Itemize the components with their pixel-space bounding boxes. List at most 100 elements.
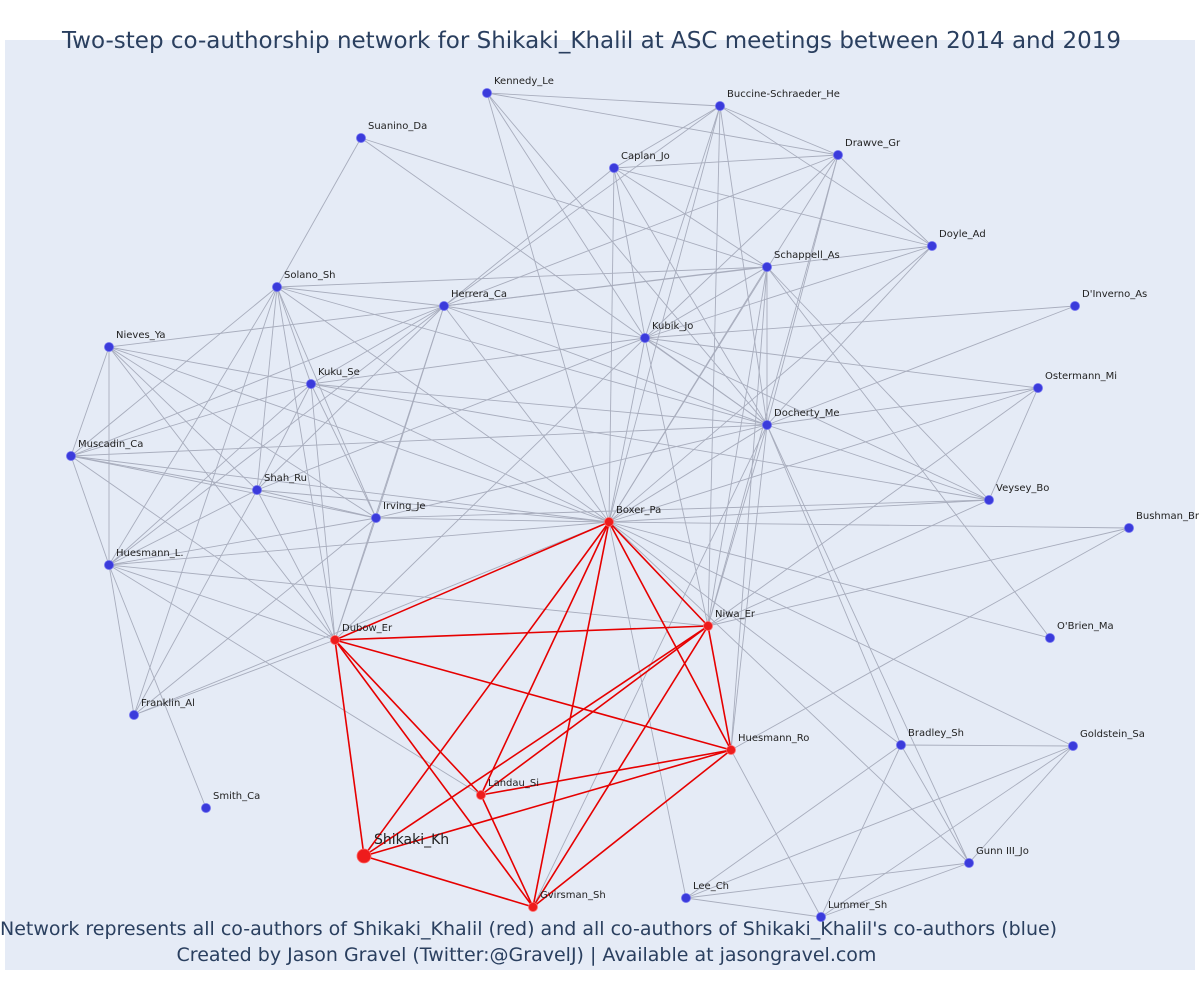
node-label-doyle-ad: Doyle_Ad (939, 229, 986, 240)
node-herrera-ca[interactable] (439, 301, 449, 311)
secondary-edge-irving-je-veysey-bo (375, 499, 990, 519)
secondary-edge-huesmann-l-smith-ca (108, 564, 207, 809)
node-franklin-al[interactable] (129, 710, 139, 720)
node-irving-je[interactable] (371, 513, 381, 523)
secondary-edge-docherty-me-irving-je (375, 424, 768, 519)
node-label-herrera-ca: Herrera_Ca (451, 289, 507, 300)
node-huesmann-ro[interactable] (726, 745, 736, 755)
secondary-edge-docherty-me-muscadin-ca (70, 424, 768, 457)
secondary-edge-dubow-er-nieves-ya (108, 346, 336, 641)
secondary-edge-dubow-er-solano-sh (276, 286, 336, 641)
node-suanino-da[interactable] (356, 133, 366, 143)
secondary-edge-boxer-pa-kubik-jo (608, 337, 646, 523)
secondary-edge-caplan-jo-herrera-ca (443, 167, 615, 307)
node-label-landau-si: Landau_Si (488, 778, 539, 789)
secondary-edge-shah-ru-huesmann-l (108, 489, 258, 566)
secondary-edge-bradley-sh-gunn-iii-jo (900, 744, 970, 864)
node-bradley-sh[interactable] (896, 740, 906, 750)
plot-background (5, 40, 1195, 970)
direct-edge-dubow-er-landau-si (334, 639, 482, 796)
node-label-dubow-er: Dubow_Er (342, 623, 393, 634)
node-kuku-se[interactable] (306, 379, 316, 389)
secondary-edge-dubow-er-kuku-se (310, 383, 336, 641)
node-label-kuku-se: Kuku_Se (318, 367, 360, 378)
direct-edge-boxer-pa-gvirsman-sh (532, 521, 610, 908)
secondary-edge-dubow-er-kubik-jo (334, 337, 646, 641)
node-dubow-er[interactable] (330, 635, 340, 645)
secondary-edge-solano-sh-kuku-se (276, 286, 312, 385)
secondary-edge-lee-ch-lummer-sh (685, 897, 822, 918)
node-doyle-ad[interactable] (927, 241, 937, 251)
node-niwa-er[interactable] (703, 621, 713, 631)
node-drawve-gr[interactable] (833, 150, 843, 160)
node-lee-ch[interactable] (681, 893, 691, 903)
direct-edge-boxer-pa-huesmann-ro (608, 521, 732, 751)
node-huesmann-l[interactable] (104, 560, 114, 570)
secondary-edge-boxer-pa-goldstein-sa (608, 521, 1074, 747)
secondary-edge-herrera-ca-docherty-me (443, 305, 768, 426)
direct-edge-dubow-er-gvirsman-sh (334, 639, 534, 908)
node-muscadin-ca[interactable] (66, 451, 76, 461)
node-docherty-me[interactable] (762, 420, 772, 430)
secondary-edge-niwa-er-huesmann-l (108, 564, 709, 627)
node-buccine-schraeder-he[interactable] (715, 101, 725, 111)
node-label-huesmann-ro: Huesmann_Ro (738, 733, 809, 744)
direct-edge-huesmann-ro-gvirsman-sh (532, 749, 732, 908)
secondary-edge-kennedy-le-buccine-schraeder-he (486, 92, 721, 107)
node-gunn-iii-jo[interactable] (964, 858, 974, 868)
node-boxer-pa[interactable] (604, 517, 614, 527)
secondary-edge-solano-sh-docherty-me (276, 286, 768, 426)
node-goldstein-sa[interactable] (1068, 741, 1078, 751)
secondary-edge-niwa-er-buccine-schraeder-he (707, 105, 721, 627)
direct-edge-shikaki-kh-dubow-er (334, 639, 365, 857)
secondary-edge-schappell-as-o-brien-ma (766, 266, 1051, 639)
node-kubik-jo[interactable] (640, 333, 650, 343)
secondary-edge-buccine-schraeder-he-caplan-jo (613, 105, 721, 169)
node-caplan-jo[interactable] (609, 163, 619, 173)
secondary-edge-drawve-gr-herrera-ca (443, 154, 839, 307)
secondary-edge-ostermann-mi-veysey-bo (988, 387, 1039, 501)
secondary-edge-boxer-pa-o-brien-ma (608, 521, 1051, 639)
node-gvirsman-sh[interactable] (528, 902, 538, 912)
secondary-edge-dubow-er-huesmann-l (108, 564, 336, 641)
node-bushman-br[interactable] (1124, 523, 1134, 533)
node-d-inverno-as[interactable] (1070, 301, 1080, 311)
direct-edge-shikaki-kh-niwa-er (363, 625, 709, 857)
node-nieves-ya[interactable] (104, 342, 114, 352)
node-solano-sh[interactable] (272, 282, 282, 292)
direct-edge-niwa-er-gvirsman-sh (532, 625, 709, 908)
node-shah-ru[interactable] (252, 485, 262, 495)
node-smith-ca[interactable] (201, 803, 211, 813)
node-kennedy-le[interactable] (482, 88, 492, 98)
secondary-edge-irving-je-franklin-al (133, 517, 377, 716)
secondary-edge-irving-je-huesmann-l (108, 517, 377, 566)
node-ostermann-mi[interactable] (1033, 383, 1043, 393)
node-label-huesmann-l: Huesmann_L. (116, 548, 184, 559)
node-label-smith-ca: Smith_Ca (213, 791, 260, 802)
secondary-edge-caplan-jo-docherty-me (613, 167, 768, 426)
secondary-edge-boxer-pa-huesmann-l (108, 521, 610, 566)
node-veysey-bo[interactable] (984, 495, 994, 505)
secondary-edge-shah-ru-irving-je (256, 489, 377, 519)
secondary-edge-niwa-er-kubik-jo (644, 337, 709, 627)
node-schappell-as[interactable] (762, 262, 772, 272)
secondary-edge-kennedy-le-drawve-gr (486, 92, 839, 156)
direct-edge-boxer-pa-niwa-er (608, 521, 709, 627)
labels-layer: Kennedy_Le Buccine-Schraeder_He Suanino_Da… (78, 76, 1200, 911)
secondary-edge-herrera-ca-kuku-se (310, 305, 445, 385)
node-label-kennedy-le: Kennedy_Le (494, 76, 554, 87)
node-o-brien-ma[interactable] (1045, 633, 1055, 643)
secondary-edge-boxer-pa-doyle-ad (608, 245, 933, 523)
secondary-edge-muscadin-ca-irving-je (70, 455, 377, 519)
secondary-edge-dubow-er-irving-je (334, 517, 377, 641)
node-lummer-sh[interactable] (816, 912, 826, 922)
node-label-o-brien-ma: O'Brien_Ma (1057, 621, 1114, 632)
secondary-edge-boxer-pa-docherty-me (608, 424, 768, 523)
node-label-suanino-da: Suanino_Da (368, 121, 427, 132)
node-label-nieves-ya: Nieves_Ya (116, 330, 166, 341)
node-shikaki-kh[interactable] (356, 848, 372, 864)
secondary-edge-huesmann-l-franklin-al (108, 564, 135, 716)
node-label-solano-sh: Solano_Sh (284, 270, 336, 281)
node-landau-si[interactable] (476, 790, 486, 800)
